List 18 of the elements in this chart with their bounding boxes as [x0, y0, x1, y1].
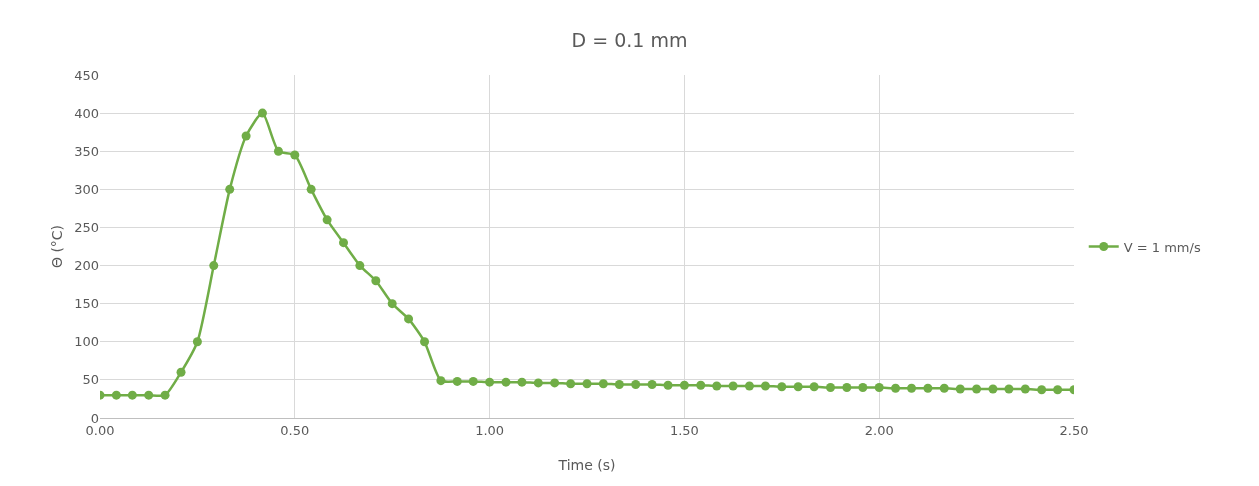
y-tick-label: 350 [74, 143, 99, 159]
y-tick-label: 50 [82, 372, 99, 388]
y-tick-label: 450 [74, 67, 99, 83]
chart-title: D = 0.1 mm [571, 29, 688, 52]
x-tick-label: 2.00 [864, 422, 894, 438]
y-tick-label: 100 [74, 334, 99, 350]
x-axis-title: Time (s) [557, 457, 616, 473]
x-tick-label: 0.50 [280, 422, 310, 438]
y-axis-title: Θ (°C) [49, 224, 65, 269]
x-tick-label: 1.00 [475, 422, 505, 438]
y-tick-label: 250 [74, 219, 99, 235]
legend-label: V = 1 mm/s [1123, 239, 1201, 255]
y-tick-label: 400 [74, 105, 99, 121]
x-tick-label: 2.50 [1059, 422, 1089, 438]
y-tick-label: 200 [74, 258, 99, 274]
y-tick-label: 150 [74, 296, 99, 312]
x-tick-label: 1.50 [669, 422, 699, 438]
y-tick-label: 300 [74, 181, 99, 197]
